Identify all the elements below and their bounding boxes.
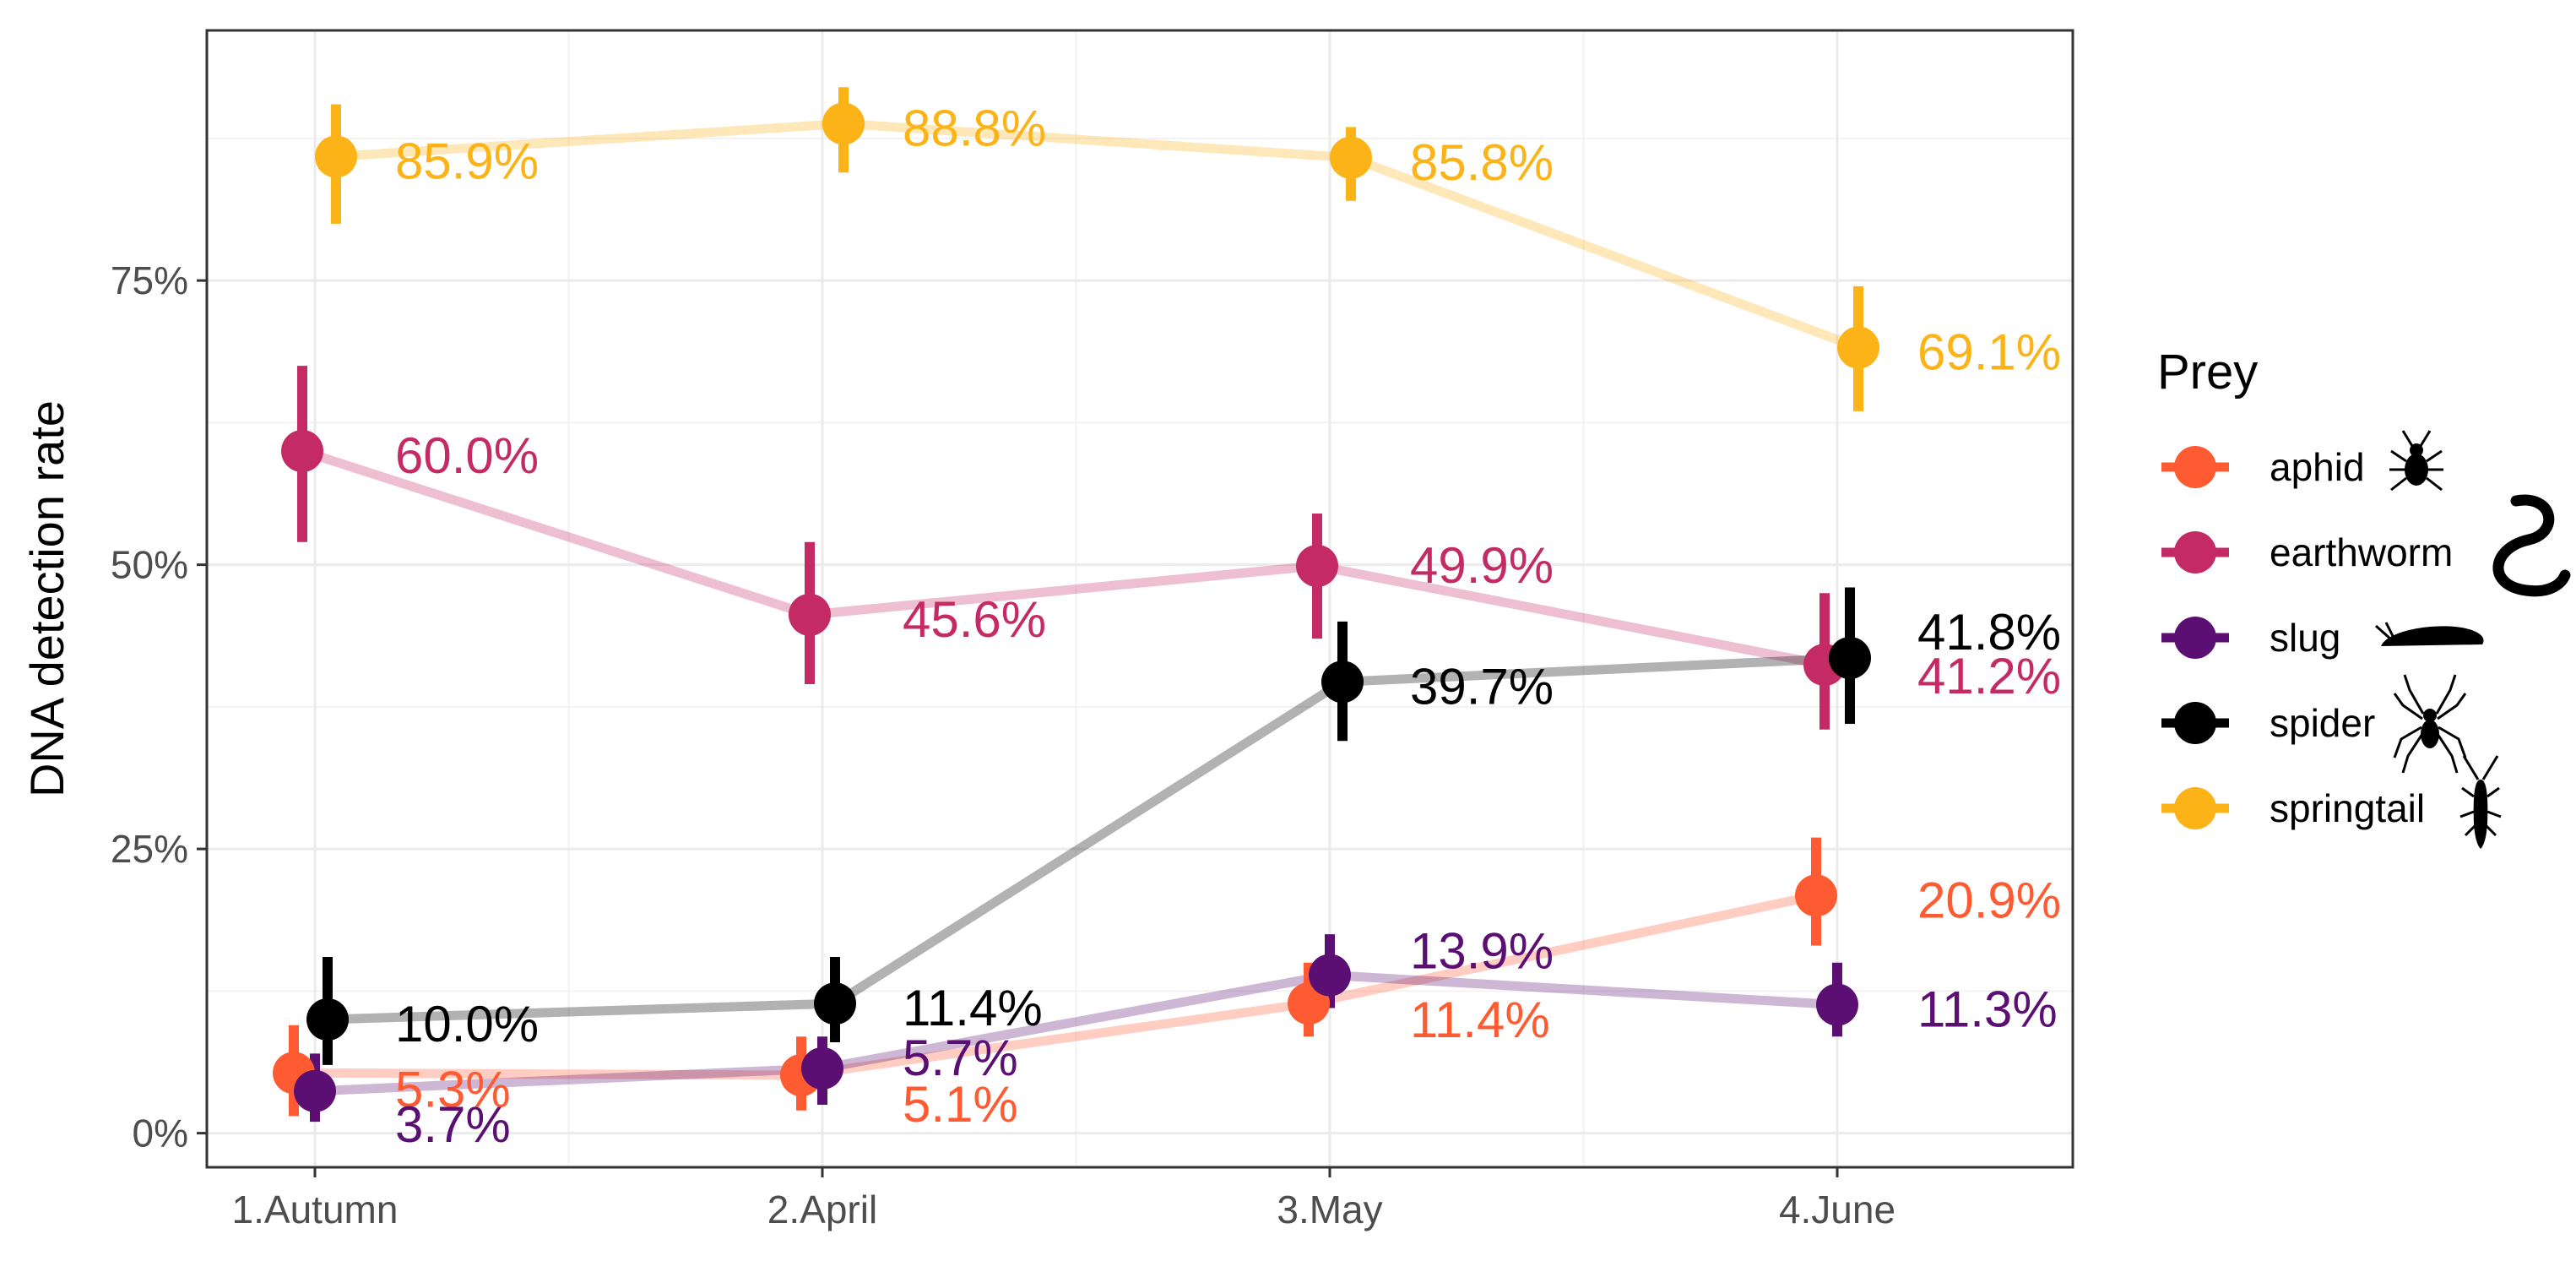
data-label-earthworm: 45.6%: [903, 591, 1046, 648]
y-tick-label: 50%: [111, 543, 188, 587]
legend-key-point: [2174, 446, 2216, 488]
point-slug: [1309, 954, 1351, 997]
legend-item-slug: slug: [2161, 616, 2486, 660]
point-springtail: [822, 102, 865, 145]
legend-label: springtail: [2270, 786, 2425, 830]
data-label-earthworm: 49.9%: [1410, 537, 1554, 594]
series-line-springtail: [331, 118, 1863, 353]
x-axis: 1.Autumn 2.April 3.May 4.June: [232, 1167, 1895, 1231]
point-spider: [1829, 636, 1871, 679]
point-slug: [1816, 983, 1858, 1026]
point-spider: [306, 998, 349, 1041]
data-label-springtail: 88.8%: [903, 100, 1046, 156]
legend-key-point: [2174, 702, 2216, 744]
data-label-aphid: 20.9%: [1917, 872, 2061, 928]
legend: Prey aphid earthworm slug spider springtail: [2157, 345, 2565, 851]
x-tick-label: 2.April: [767, 1188, 877, 1231]
legend-key-point: [2174, 531, 2216, 573]
grid-minor: [207, 30, 2073, 1167]
series-line-spider: [323, 653, 1855, 1025]
points: [273, 102, 1879, 1112]
data-label-spider: 41.8%: [1917, 604, 2061, 660]
earthworm-icon: [2498, 500, 2565, 591]
springtail-icon: [2459, 754, 2503, 851]
plot-panel: [207, 30, 2073, 1167]
point-springtail: [1837, 326, 1879, 369]
legend-title: Prey: [2157, 345, 2258, 400]
x-tick-label: 3.May: [1277, 1188, 1382, 1231]
legend-label: spider: [2270, 701, 2375, 745]
legend-item-aphid: aphid: [2161, 429, 2445, 492]
spider-icon: [2393, 673, 2467, 775]
legend-item-spider: spider: [2161, 673, 2467, 775]
point-springtail: [1330, 136, 1372, 179]
point-springtail: [315, 135, 357, 178]
data-label-spider: 11.4%: [903, 980, 1043, 1036]
data-label-slug: 3.7%: [395, 1096, 511, 1153]
point-earthworm: [789, 593, 831, 636]
point-spider: [1321, 660, 1364, 704]
legend-key-point: [2174, 787, 2216, 829]
series-line-earthworm: [297, 446, 1830, 670]
legend-item-springtail: springtail: [2161, 754, 2503, 851]
series-line-slug: [310, 970, 1842, 1096]
data-label-springtail: 85.9%: [395, 133, 539, 189]
data-label-springtail: 69.1%: [1917, 324, 2061, 381]
point-slug: [801, 1046, 843, 1090]
plot-border: [205, 29, 2074, 1169]
data-label-spider: 39.7%: [1410, 658, 1554, 715]
legend-key-point: [2174, 617, 2216, 659]
legend-label: slug: [2270, 616, 2340, 660]
series-line-aphid: [289, 890, 1821, 1080]
y-tick-label: 0%: [133, 1112, 188, 1155]
data-label-earthworm: 41.2%: [1917, 648, 2061, 704]
data-label-slug: 11.3%: [1917, 981, 2058, 1038]
point-slug: [294, 1069, 336, 1112]
point-earthworm: [1296, 544, 1338, 587]
aphid-icon: [2388, 429, 2445, 492]
x-tick-label: 1.Autumn: [232, 1188, 399, 1231]
data-label-aphid: 11.4%: [1410, 992, 1550, 1048]
grid-major: [207, 30, 2073, 1167]
slug-icon: [2374, 621, 2486, 648]
y-axis: 0% 25% 50% 75%: [111, 258, 207, 1155]
point-earthworm: [281, 430, 323, 473]
data-labels: 5.3% 5.1% 11.4% 20.9% 60.0% 45.6% 49.9% 41.2% 3.…: [395, 100, 2061, 1152]
x-tick-label: 4.June: [1779, 1188, 1895, 1231]
data-label-aphid: 5.1%: [903, 1076, 1018, 1133]
y-tick-label: 75%: [111, 258, 188, 302]
series-lines: [289, 118, 1863, 1096]
point-aphid: [1795, 874, 1837, 917]
legend-label: earthworm: [2270, 530, 2453, 574]
data-label-aphid: 5.3%: [395, 1061, 511, 1117]
data-label-slug: 13.9%: [1410, 923, 1554, 980]
legend-label: aphid: [2270, 445, 2365, 489]
data-label-earthworm: 60.0%: [395, 427, 539, 484]
y-axis-title: DNA detection rate: [20, 400, 73, 797]
point-spider: [814, 982, 856, 1025]
legend-item-earthworm: earthworm: [2161, 500, 2565, 591]
data-label-springtail: 85.8%: [1410, 134, 1554, 191]
data-label-slug: 5.7%: [903, 1030, 1018, 1086]
y-tick-label: 25%: [111, 827, 188, 871]
data-label-spider: 10.0%: [395, 996, 539, 1052]
